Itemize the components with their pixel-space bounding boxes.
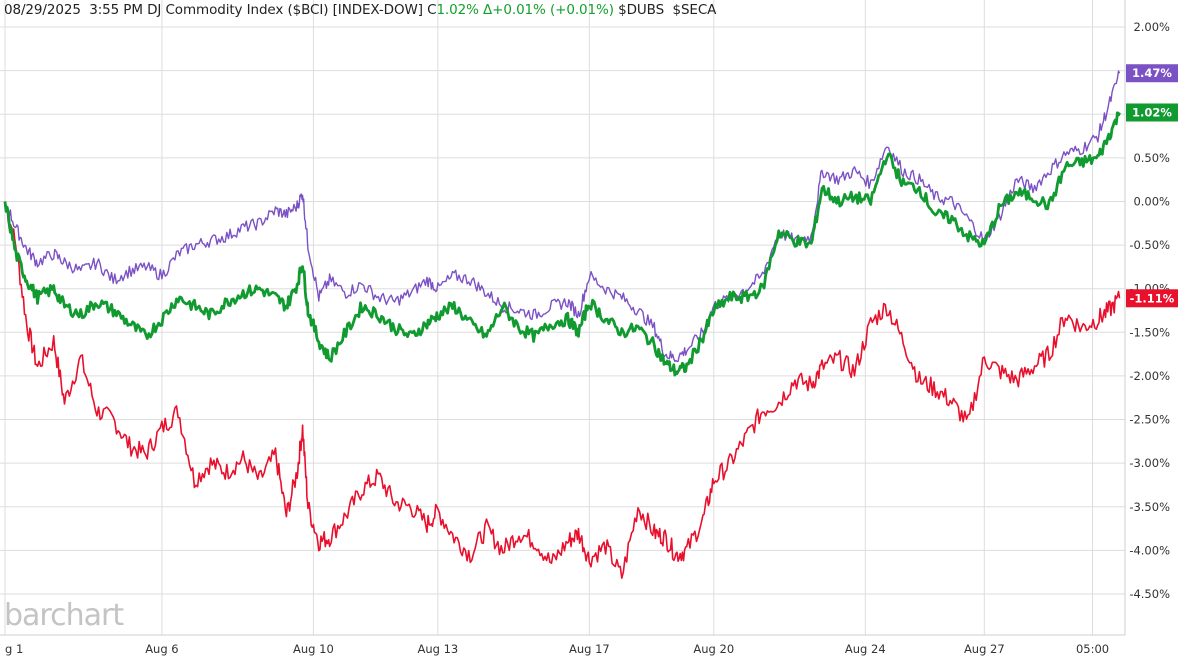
header-close-label: C: [427, 2, 437, 18]
x-tick-label: g 1: [5, 642, 23, 656]
x-tick-label: Aug 10: [293, 642, 334, 656]
x-tick-label: Aug 20: [693, 642, 734, 656]
header-close-value: 1.02%: [436, 2, 479, 18]
x-tick-label: Aug 17: [569, 642, 610, 656]
y-tick-label: -3.50%: [1129, 500, 1170, 514]
header-symbol-name: DJ Commodity Index ($BCI): [147, 2, 329, 18]
header-change-label: Δ: [483, 2, 493, 18]
y-tick-label: -4.00%: [1129, 543, 1170, 557]
end-value-label-bci: 1.02%: [1132, 105, 1172, 119]
x-tick-label: Aug 13: [417, 642, 458, 656]
header-date: 08/29/2025: [4, 2, 81, 18]
header-time: 3:55 PM: [89, 2, 143, 18]
series-line-dubs: [4, 70, 1121, 363]
header-compare-seca[interactable]: $SECA: [672, 2, 717, 18]
end-value-badge-seca: [1126, 289, 1178, 308]
series-line-seca: [4, 201, 1121, 579]
x-tick-label: Aug 6: [145, 642, 178, 656]
y-tick-label: -0.50%: [1129, 238, 1170, 252]
header-exchange: [INDEX-DOW]: [332, 2, 423, 18]
y-tick-label: -4.50%: [1129, 587, 1170, 601]
series-line-bci: [3, 111, 1121, 377]
end-value-label-seca: -1.11%: [1130, 291, 1175, 305]
header-compare-dubs[interactable]: $DUBS: [618, 2, 665, 18]
y-tick-label: -1.50%: [1129, 325, 1170, 339]
y-tick-label: -3.00%: [1129, 456, 1170, 470]
x-tick-label: Aug 24: [845, 642, 886, 656]
y-tick-label: -2.50%: [1129, 413, 1170, 427]
x-tick-label: Aug 27: [964, 642, 1005, 656]
chart-header: 08/29/2025 3:55 PM DJ Commodity Index ($…: [4, 2, 716, 18]
y-tick-label: 0.00%: [1133, 194, 1170, 208]
end-value-badge-dubs: [1126, 64, 1178, 83]
y-tick-label: 2.00%: [1133, 20, 1170, 34]
end-value-label-dubs: 1.47%: [1132, 66, 1172, 80]
y-tick-label: 0.50%: [1133, 151, 1170, 165]
y-tick-label: -2.00%: [1129, 369, 1170, 383]
end-value-badge-bci: [1126, 103, 1178, 122]
barchart-logo: barchart: [4, 598, 124, 633]
x-tick-label: 05:00: [1076, 642, 1109, 656]
header-change-value: +0.01% (+0.01%): [492, 2, 614, 18]
